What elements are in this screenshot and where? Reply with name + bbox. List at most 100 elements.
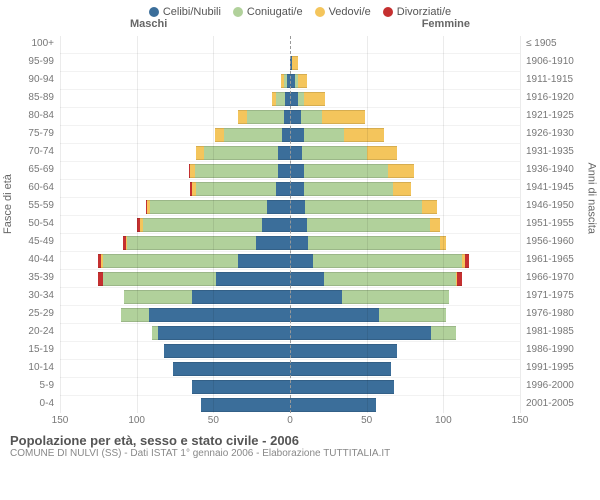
birth-label: 1916-1920 [526, 92, 600, 103]
bar-female-s [290, 146, 302, 160]
age-label: 100+ [0, 38, 54, 49]
birth-label: 1991-1995 [526, 362, 600, 373]
x-tick: 150 [512, 415, 529, 426]
bar-male-m [195, 164, 278, 178]
bar-female-s [290, 326, 431, 340]
bar-male-m [196, 182, 276, 196]
age-label: 80-84 [0, 110, 54, 121]
bar-male-m [103, 272, 216, 286]
bar-male-s [238, 254, 290, 268]
legend-label: Vedovi/e [329, 6, 371, 18]
bar-male-w [192, 182, 197, 196]
bar-male-s [267, 200, 290, 214]
birth-label: 1976-1980 [526, 308, 600, 319]
bar-female-m [342, 290, 449, 304]
chart-footer: Popolazione per età, sesso e stato civil… [0, 431, 600, 459]
bar-male-s [282, 128, 290, 142]
grid-line [213, 36, 214, 413]
age-label: 95-99 [0, 56, 54, 67]
bar-male-s [192, 290, 290, 304]
population-pyramid-chart: Celibi/Nubili Coniugati/e Vedovi/e Divorzia… [0, 0, 600, 500]
bar-female-m [301, 110, 322, 124]
bar-male-m [284, 74, 287, 88]
birth-label: 1981-1985 [526, 326, 600, 337]
bar-female-s [290, 92, 298, 106]
birth-label: 1951-1955 [526, 218, 600, 229]
bar-female-s [290, 272, 324, 286]
bar-male-s [262, 218, 290, 232]
bar-male-w [190, 164, 195, 178]
bar-male-w [215, 128, 224, 142]
bar-female-s [290, 182, 304, 196]
bar-female-w [304, 92, 325, 106]
bar-male-s [158, 326, 290, 340]
birth-label: 1911-1915 [526, 74, 600, 85]
age-label: 85-89 [0, 92, 54, 103]
age-label: 20-24 [0, 326, 54, 337]
legend-dot [383, 7, 393, 17]
gender-headers: Maschi Femmine [0, 18, 600, 36]
birth-label: 1971-1975 [526, 290, 600, 301]
bar-male-s [278, 164, 290, 178]
legend-item: Coniugati/e [233, 6, 303, 18]
bar-male-d [123, 236, 126, 250]
age-label: 25-29 [0, 308, 54, 319]
legend-item: Divorziati/e [383, 6, 451, 18]
bar-female-w [393, 182, 411, 196]
birth-label: 1966-1970 [526, 272, 600, 283]
birth-label: 1926-1930 [526, 128, 600, 139]
birth-label: 1961-1965 [526, 254, 600, 265]
legend-item: Celibi/Nubili [149, 6, 221, 18]
birth-label: ≤ 1905 [526, 38, 600, 49]
bar-female-w [344, 128, 384, 142]
legend-dot [233, 7, 243, 17]
age-label: 60-64 [0, 182, 54, 193]
grid-line [367, 36, 368, 413]
age-label: 70-74 [0, 146, 54, 157]
bar-female-w [388, 164, 414, 178]
age-label: 10-14 [0, 362, 54, 373]
birth-label: 1946-1950 [526, 200, 600, 211]
bar-male-m [143, 218, 263, 232]
bar-female-m [302, 146, 366, 160]
center-line [290, 36, 291, 413]
legend-dot [315, 7, 325, 17]
bar-female-s [290, 398, 376, 412]
bar-male-m [121, 308, 149, 322]
bar-male-d [190, 182, 192, 196]
x-tick: 150 [52, 415, 69, 426]
bar-male-m [150, 200, 267, 214]
age-label: 90-94 [0, 74, 54, 85]
age-label: 55-59 [0, 200, 54, 211]
x-tick: 0 [287, 415, 293, 426]
bar-male-m [224, 128, 282, 142]
bar-male-s [173, 362, 290, 376]
bar-female-s [290, 344, 397, 358]
age-label: 45-49 [0, 236, 54, 247]
bar-female-m [304, 182, 393, 196]
header-male: Maschi [130, 18, 167, 30]
bar-male-m [247, 110, 284, 124]
age-label: 35-39 [0, 272, 54, 283]
bar-female-s [290, 164, 304, 178]
bar-female-s [290, 200, 305, 214]
birth-label: 1931-1935 [526, 146, 600, 157]
age-label: 75-79 [0, 128, 54, 139]
bar-female-m [308, 236, 440, 250]
bar-male-m [127, 236, 256, 250]
bar-female-s [290, 254, 313, 268]
bar-female-s [290, 110, 301, 124]
bar-male-s [164, 344, 290, 358]
bar-female-w [430, 218, 441, 232]
bar-male-d [98, 272, 103, 286]
bar-male-w [140, 218, 143, 232]
bar-male-w [272, 92, 277, 106]
bar-male-w [238, 110, 247, 124]
x-tick: 50 [208, 415, 219, 426]
bar-male-m [124, 290, 191, 304]
bar-male-w [126, 236, 128, 250]
bar-male-w [196, 146, 204, 160]
x-tick: 50 [361, 415, 372, 426]
age-label: 40-44 [0, 254, 54, 265]
grid-line [60, 36, 61, 413]
